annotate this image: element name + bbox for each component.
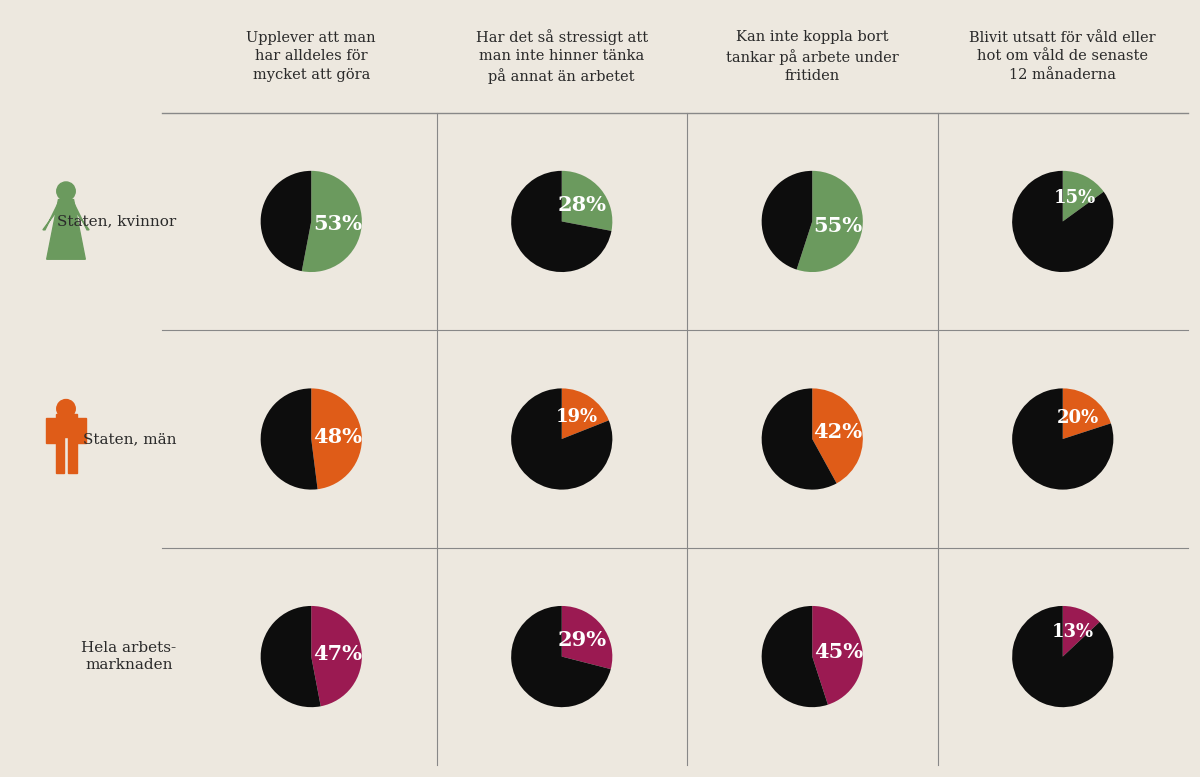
Text: Upplever att man
har alldeles för
mycket att göra: Upplever att man har alldeles för mycket… <box>246 31 376 82</box>
Wedge shape <box>260 606 320 707</box>
Wedge shape <box>301 171 362 272</box>
Circle shape <box>56 182 76 200</box>
Wedge shape <box>1063 606 1099 657</box>
Text: 15%: 15% <box>1054 189 1096 207</box>
Bar <box>55 414 77 437</box>
Wedge shape <box>1012 388 1114 490</box>
Text: 55%: 55% <box>814 215 863 235</box>
Bar <box>46 418 55 443</box>
Text: Staten, män: Staten, män <box>83 432 176 446</box>
Wedge shape <box>812 388 863 483</box>
Polygon shape <box>47 200 85 260</box>
Text: 28%: 28% <box>558 195 606 214</box>
Bar <box>67 436 77 472</box>
Wedge shape <box>311 606 362 706</box>
Wedge shape <box>562 171 612 231</box>
Text: Kan inte koppla bort
tankar på arbete under
fritiden: Kan inte koppla bort tankar på arbete un… <box>726 30 899 83</box>
Text: 19%: 19% <box>556 408 598 427</box>
Circle shape <box>56 399 76 418</box>
Wedge shape <box>260 171 311 271</box>
Text: 53%: 53% <box>313 214 362 234</box>
Bar <box>55 436 65 472</box>
Wedge shape <box>762 606 828 707</box>
Wedge shape <box>1063 388 1111 439</box>
Text: Blivit utsatt för våld eller
hot om våld de senaste
12 månaderna: Blivit utsatt för våld eller hot om våld… <box>970 31 1156 82</box>
Wedge shape <box>762 171 812 270</box>
Wedge shape <box>260 388 318 490</box>
Wedge shape <box>1012 606 1114 707</box>
Text: 47%: 47% <box>313 644 362 664</box>
Wedge shape <box>511 606 611 707</box>
Wedge shape <box>762 388 836 490</box>
Text: 42%: 42% <box>814 423 863 442</box>
Text: Staten, kvinnor: Staten, kvinnor <box>58 214 176 228</box>
Text: 13%: 13% <box>1052 623 1094 642</box>
Polygon shape <box>43 203 59 230</box>
Text: Har det så stressigt att
man inte hinner tänka
på annat än arbetet: Har det så stressigt att man inte hinner… <box>475 29 648 84</box>
Text: Hela arbets-
marknaden: Hela arbets- marknaden <box>82 641 176 672</box>
Wedge shape <box>1063 171 1104 221</box>
Text: 29%: 29% <box>558 630 607 650</box>
Bar <box>77 418 86 443</box>
Polygon shape <box>73 203 89 230</box>
Wedge shape <box>797 171 863 272</box>
Text: 20%: 20% <box>1057 409 1099 427</box>
Text: 45%: 45% <box>814 643 863 663</box>
Wedge shape <box>812 606 863 705</box>
Wedge shape <box>511 388 612 490</box>
Wedge shape <box>562 606 612 669</box>
Text: 48%: 48% <box>313 427 362 448</box>
Wedge shape <box>562 388 608 439</box>
Wedge shape <box>1012 171 1114 272</box>
Wedge shape <box>511 171 612 272</box>
Wedge shape <box>311 388 362 490</box>
